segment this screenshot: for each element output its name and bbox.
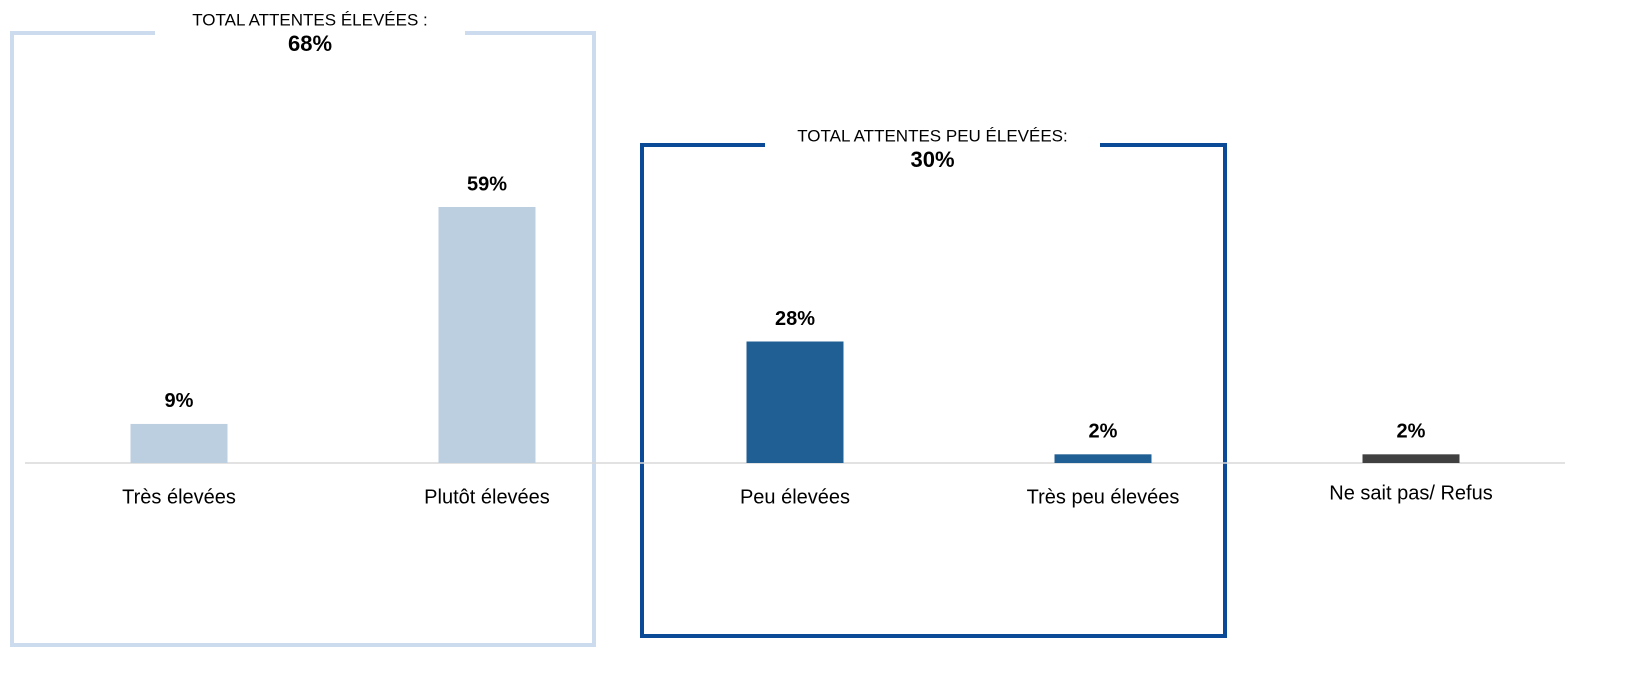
x-tick-label: Plutôt élevées xyxy=(424,486,550,508)
x-tick-label: Très peu élevées xyxy=(1027,486,1180,508)
group-total: 30% xyxy=(910,147,954,172)
value-label: 28% xyxy=(775,308,815,330)
bar xyxy=(130,423,228,463)
group-box xyxy=(640,143,1227,638)
bar xyxy=(746,341,844,463)
group-box xyxy=(10,31,596,647)
x-tick-label: Très élevées xyxy=(122,486,236,508)
value-label: 9% xyxy=(165,390,194,412)
group-title: TOTAL ATTENTES ÉLEVÉES : xyxy=(192,10,428,29)
value-label: 2% xyxy=(1089,421,1118,443)
x-tick-label: Ne sait pas/ Refus xyxy=(1329,482,1492,504)
bar xyxy=(1054,454,1152,463)
group-total: 68% xyxy=(288,31,332,56)
value-label: 2% xyxy=(1397,421,1426,443)
value-label: 59% xyxy=(467,173,507,195)
group-title: TOTAL ATTENTES PEU ÉLEVÉES: xyxy=(797,126,1068,145)
bar xyxy=(1362,454,1460,463)
bar xyxy=(438,207,536,463)
x-tick-label: Peu élevées xyxy=(740,486,850,508)
